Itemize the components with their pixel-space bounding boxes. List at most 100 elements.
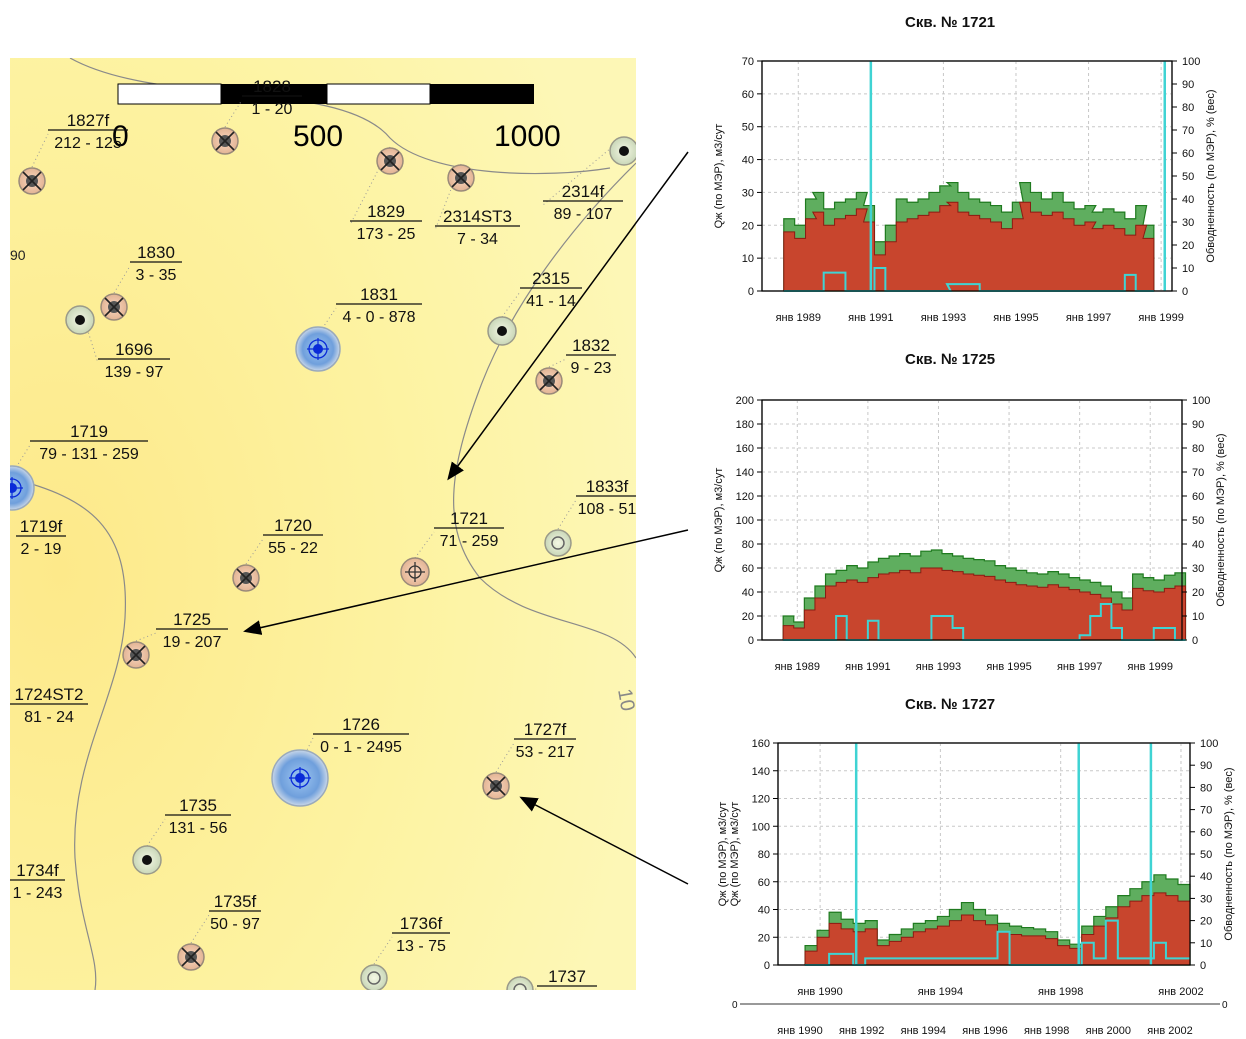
- well-name-label: 1726: [342, 715, 380, 734]
- y-tick-label: 200: [736, 395, 754, 407]
- series-oil-area: [782, 567, 1187, 641]
- well-name-label: 1725: [173, 610, 211, 629]
- x-tick-label: янв 1999: [1128, 661, 1173, 673]
- well-symbol-injector-icon[interactable]: [295, 326, 341, 372]
- well-name-label: 1735f: [214, 892, 257, 911]
- y2-tick-label: 0: [1192, 635, 1198, 647]
- y2-tick-label: 10: [1182, 263, 1194, 275]
- well-1724ST2[interactable]: 1724ST2 81 - 24: [10, 685, 88, 726]
- y-axis-label: Qж (по МЭР), м3/сут: [713, 124, 725, 229]
- well-1725[interactable]: 1725 19 - 207: [122, 610, 228, 669]
- well-1735f[interactable]: 1735f 50 - 97: [177, 892, 261, 971]
- well-1831[interactable]: 1831 4 - 0 - 878: [295, 285, 422, 372]
- y-tick-label: 0: [748, 635, 754, 647]
- well-value-label: 139 - 97: [105, 364, 164, 381]
- well-1719f[interactable]: 1719f 2 - 19: [16, 517, 66, 558]
- well-symbol-ring-icon[interactable]: [360, 964, 388, 990]
- y2-axis-label: Обводненность (по МЭР), % (вес): [1215, 433, 1227, 606]
- y-tick-label: 20: [758, 932, 770, 944]
- y-axis-label: Qж (по МЭР), м3/сут: [713, 468, 725, 573]
- y2-tick-label: 80: [1200, 782, 1212, 794]
- y-tick-label: 20: [742, 220, 754, 232]
- series-watercut-line: [805, 919, 1190, 966]
- well-value-label: 13 - 75: [396, 938, 446, 955]
- well-symbol-injector-icon[interactable]: [10, 465, 35, 511]
- x-tick-label: янв 1991: [848, 312, 893, 324]
- well-1734f[interactable]: 1734f 1 - 243: [10, 861, 65, 902]
- well-1736f[interactable]: 1736f 13 - 75: [360, 914, 450, 990]
- y2-axis-label: Обводненность (по МЭР), % (вес): [1205, 89, 1217, 262]
- y-tick-label: 10: [742, 253, 754, 265]
- y2-tick-label: 10: [1200, 938, 1212, 950]
- y-tick-label: 160: [752, 738, 770, 750]
- well-symbol-cross-icon[interactable]: [122, 641, 150, 669]
- y2-tick-label: 70: [1182, 125, 1194, 137]
- cut-label: 90: [10, 247, 26, 263]
- y-tick-label: 40: [742, 587, 754, 599]
- y-tick-label: 120: [752, 794, 770, 806]
- well-1719[interactable]: 1719 79 - 131 - 259: [10, 422, 148, 511]
- scale-label-500: 500: [293, 120, 343, 153]
- chart-title-1727: Скв. № 1727: [905, 696, 996, 713]
- y-tick-label: 40: [758, 905, 770, 917]
- well-name-label: 1719: [70, 422, 108, 441]
- well-value-label: 108 - 51: [578, 501, 636, 518]
- lower-axis-edge-label: 0: [732, 1000, 738, 1011]
- well-symbol-cross-icon[interactable]: [482, 772, 510, 800]
- y2-tick-label: 90: [1182, 79, 1194, 91]
- well-name-label: 1719f: [20, 517, 63, 536]
- well-1827f[interactable]: 1827f 212 - 125: [18, 111, 128, 195]
- well-symbol-cross-icon[interactable]: [376, 147, 404, 175]
- y2-tick-label: 50: [1182, 171, 1194, 183]
- well-1726[interactable]: 1726 0 - 1 - 2495: [271, 715, 409, 807]
- y-tick-label: 60: [742, 89, 754, 101]
- well-name-label: 1827f: [67, 111, 110, 130]
- well-chart-1: 0 20 40 60 80 100 120 140 160 180 200 0 10 20 30 40 50 60…: [713, 395, 1227, 673]
- well-1737[interactable]: 173720 - 23: [506, 967, 597, 990]
- well-name-label: 1831: [360, 285, 398, 304]
- y2-tick-label: 40: [1182, 194, 1194, 206]
- well-value-label: 3 - 35: [136, 267, 177, 284]
- well-value-label: 131 - 56: [169, 820, 228, 837]
- well-1830[interactable]: 1830 3 - 35: [100, 243, 182, 321]
- well-symbol-ring-icon[interactable]: [506, 976, 534, 990]
- well-symbol-cross-icon[interactable]: [18, 167, 46, 195]
- y-tick-label: 50: [742, 122, 754, 134]
- well-1696[interactable]: 1696 139 - 97: [65, 305, 170, 381]
- well-1735[interactable]: 1735 131 - 56: [132, 796, 231, 875]
- well-value-label: 79 - 131 - 259: [39, 446, 139, 463]
- y-tick-label: 120: [736, 491, 754, 503]
- y-tick-label: 60: [758, 877, 770, 889]
- well-1829[interactable]: 1829 173 - 25: [349, 146, 422, 243]
- y-tick-label: 100: [752, 821, 770, 833]
- well-symbol-cross-icon[interactable]: [100, 293, 128, 321]
- well-name-label: 1735: [179, 796, 217, 815]
- well-symbol-cross-icon[interactable]: [211, 127, 239, 155]
- x-tick-label: янв 1997: [1066, 312, 1111, 324]
- y2-tick-label: 20: [1192, 587, 1204, 599]
- x-tick-label: янв 1991: [845, 661, 890, 673]
- x-tick-label: янв 1994: [918, 986, 963, 998]
- y-tick-label: 70: [742, 56, 754, 68]
- y2-tick-label: 60: [1182, 148, 1194, 160]
- lower-x-tick-label: янв 1996: [962, 1025, 1007, 1037]
- y-tick-label: 140: [752, 766, 770, 778]
- well-symbol-dot-icon[interactable]: [65, 305, 95, 335]
- scale-label-0: 0: [112, 120, 129, 153]
- well-1727f[interactable]: 1727f 53 - 217: [482, 720, 576, 800]
- y2-tick-label: 40: [1200, 871, 1212, 883]
- well-symbol-injector-icon[interactable]: [271, 749, 329, 807]
- well-symbol-cross-icon[interactable]: [177, 943, 205, 971]
- well-symbol-dot-icon[interactable]: [132, 845, 162, 875]
- well-name-label: 1829: [367, 202, 405, 221]
- well-1828[interactable]: 1828 1 - 20: [211, 77, 302, 155]
- y-tick-label: 60: [742, 563, 754, 575]
- scale-bar: [117, 83, 534, 105]
- y2-tick-label: 30: [1200, 893, 1212, 905]
- lower-x-tick-label: янв 1998: [1024, 1025, 1069, 1037]
- lower-axis-edge-label: 0: [1222, 1000, 1228, 1011]
- y2-tick-label: 50: [1200, 849, 1212, 861]
- chart-title-1725: Скв. № 1725: [905, 351, 996, 368]
- y-axis-label: Qж (по МЭР), м3/сут: [729, 802, 741, 907]
- x-tick-label: янв 1989: [776, 312, 821, 324]
